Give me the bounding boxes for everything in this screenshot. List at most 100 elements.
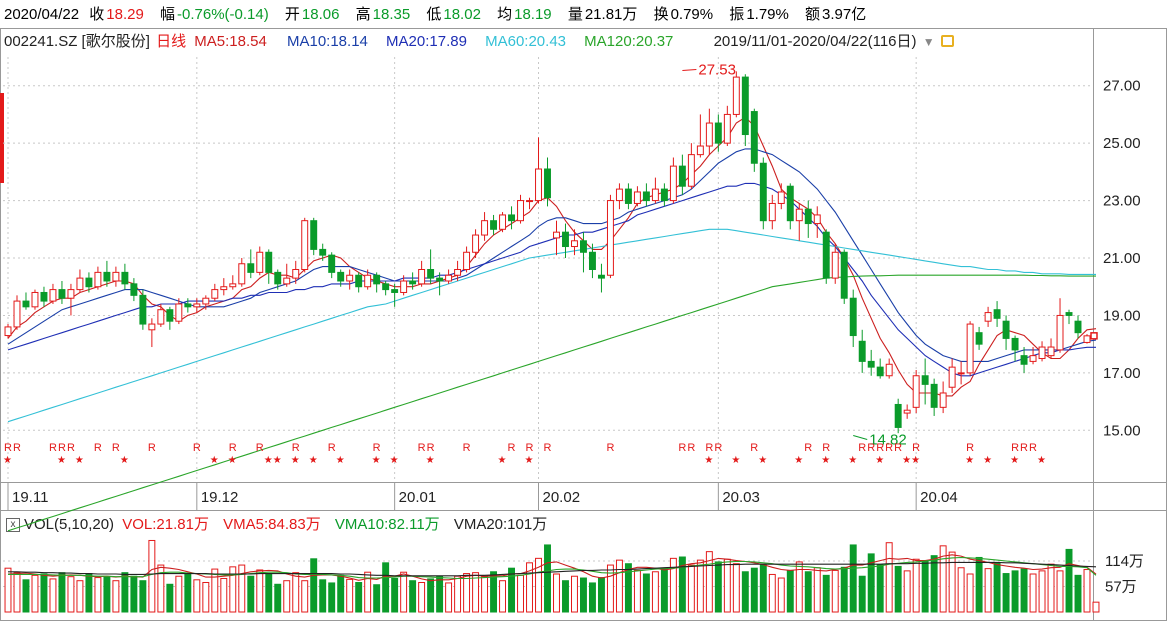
triangle-down-icon[interactable]: ▼ — [922, 35, 935, 49]
volume-bar — [840, 566, 848, 613]
candle-body — [849, 297, 857, 337]
lock-icon[interactable] — [940, 35, 954, 47]
candle-body — [229, 283, 237, 288]
candle-body — [67, 289, 75, 299]
r-marker: R — [750, 442, 758, 454]
candle-body — [975, 332, 983, 345]
date-range-label[interactable]: 2019/11/01-2020/04/22(116日) — [713, 33, 917, 50]
candle-body — [283, 277, 291, 285]
symbol-label[interactable]: 002241.SZ [歌尔股份] — [4, 33, 150, 50]
volume-bar — [238, 564, 246, 613]
volume-bar — [535, 557, 542, 613]
volume-bar — [40, 573, 48, 613]
candle-body — [759, 162, 767, 222]
candle-body — [121, 271, 129, 285]
candle-body — [76, 277, 84, 291]
period-label[interactable]: 日线 — [156, 33, 187, 50]
candle-body — [337, 271, 345, 282]
candle-body — [687, 154, 695, 187]
volume-bar — [597, 577, 605, 613]
candle-body — [481, 220, 489, 236]
close-label: 收 — [89, 6, 105, 23]
volume-bar — [481, 576, 489, 613]
star-marker: ★ — [1037, 455, 1046, 466]
avg-value: 18.19 — [514, 6, 552, 23]
volume-bar — [912, 558, 920, 613]
date-tick-label: 20.02 — [543, 489, 581, 506]
volume-bar — [1074, 574, 1082, 613]
r-marker: R — [678, 442, 686, 454]
volume-bar — [993, 562, 1001, 613]
open-label: 开 — [284, 6, 300, 23]
candle-body — [364, 274, 372, 288]
volume-bar — [22, 579, 30, 613]
candle-body — [795, 208, 803, 222]
volume-ma-line-vma5 — [7, 554, 1097, 582]
volume-bar — [1056, 570, 1064, 613]
r-marker: R — [193, 442, 201, 454]
candle-body — [750, 111, 758, 164]
volume-bar — [606, 564, 614, 613]
candle-body — [1074, 320, 1082, 334]
volume-bar — [445, 582, 453, 613]
candle-body — [813, 214, 821, 225]
star-marker: ★ — [390, 455, 399, 466]
volume-bar — [930, 555, 938, 613]
volume-bar — [148, 539, 156, 613]
volume-indicator-name[interactable]: VOL(5,10,20) — [24, 516, 115, 533]
volume-bar — [85, 573, 93, 613]
candle-body — [714, 122, 722, 144]
ma5-legend: MA5:18.54 — [194, 33, 267, 50]
candle-body — [346, 274, 354, 282]
volume-bar — [1083, 569, 1091, 613]
amplitude-label: 振 — [729, 6, 745, 23]
volume-bar — [544, 544, 551, 613]
star-marker: ★ — [120, 455, 129, 466]
candle-body — [1047, 346, 1055, 357]
r-marker: R — [292, 442, 300, 454]
candle-body — [301, 220, 309, 270]
candle-body — [130, 283, 138, 296]
star-marker: ★ — [426, 455, 435, 466]
r-marker: R — [705, 442, 713, 454]
volume-bar — [184, 573, 192, 613]
date-tick-label: 20.01 — [399, 489, 437, 506]
volume-bar — [355, 581, 363, 613]
volume-bar — [382, 562, 390, 613]
vol-legend: VOL:21.81万 — [122, 516, 209, 533]
volume-bar — [526, 562, 533, 613]
volume-bar — [1029, 573, 1037, 613]
volume-bar — [400, 571, 408, 613]
r-marker: R — [148, 442, 156, 454]
volume-bar — [31, 574, 39, 613]
volume-bar — [265, 573, 273, 613]
volume-legend: VOL(5,10,20) VOL:21.81万 VMA5:84.83万 VMA1… — [24, 516, 553, 534]
volume-bar — [975, 556, 983, 613]
volume-bar — [642, 573, 650, 613]
chart-frame — [0, 28, 1167, 621]
r-marker: R — [526, 442, 534, 454]
star-marker: ★ — [309, 455, 318, 466]
volume-bar — [1002, 573, 1010, 613]
candle-body — [508, 214, 516, 222]
volume-bar — [463, 573, 471, 613]
r-marker: R — [894, 442, 902, 454]
candle-body — [1002, 320, 1010, 339]
volume-box-icon[interactable]: x — [6, 518, 20, 532]
volume-bar — [94, 577, 102, 613]
volume-bar — [966, 573, 974, 613]
volume-bar — [562, 580, 569, 613]
volume-bar — [1092, 601, 1100, 613]
price-tick-label: 27.00 — [1103, 78, 1141, 95]
volume-bar — [669, 557, 677, 613]
star-marker: ★ — [210, 455, 219, 466]
candle-body — [822, 231, 830, 279]
volume-bar — [831, 569, 839, 613]
low-annotation: 14.82 — [869, 431, 907, 448]
volume-bar — [1047, 563, 1055, 613]
candle-body — [436, 277, 444, 282]
candle-body — [1038, 346, 1046, 360]
volume-bar — [130, 575, 138, 613]
volume-bar — [436, 575, 444, 613]
